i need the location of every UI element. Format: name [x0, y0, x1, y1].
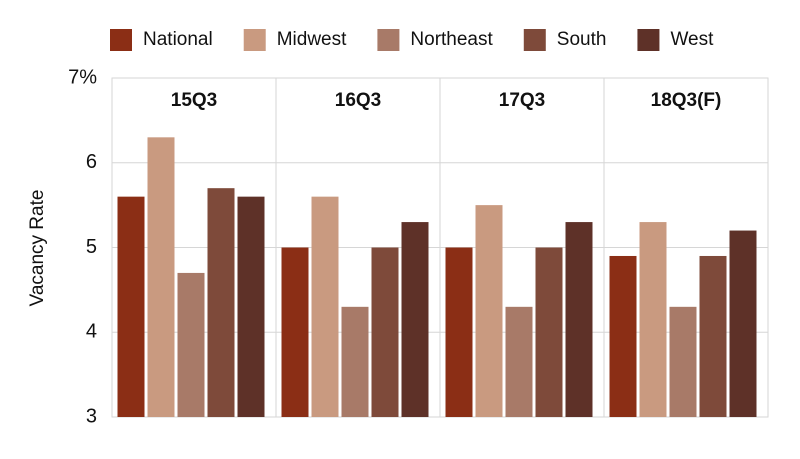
y-tick-label: 3: [86, 405, 97, 427]
bar: [371, 247, 399, 417]
bar: [445, 247, 473, 417]
bar: [639, 222, 667, 417]
bar: [281, 247, 309, 417]
bar: [505, 306, 533, 417]
legend-label: West: [670, 29, 714, 50]
y-tick-label: 4: [86, 321, 97, 343]
legend-swatch: [243, 29, 266, 51]
bar: [341, 306, 369, 417]
legend-swatch: [637, 29, 660, 51]
legend-label: Midwest: [277, 29, 347, 50]
bar: [475, 205, 503, 417]
y-tick-label: 5: [86, 236, 97, 258]
category-label: 17Q3: [499, 90, 545, 111]
bar: [147, 137, 175, 417]
bar: [729, 230, 757, 417]
bar: [401, 222, 429, 417]
y-axis-label: Vacancy Rate: [27, 190, 48, 307]
bar: [565, 222, 593, 417]
bar: [535, 247, 563, 417]
bar: [609, 255, 637, 417]
bar: [669, 306, 697, 417]
bar: [237, 196, 265, 417]
legend-swatch: [110, 29, 132, 51]
y-tick-label: 6: [86, 151, 97, 173]
legend-label: South: [557, 29, 607, 50]
bar: [207, 188, 235, 417]
category-label: 18Q3(F): [651, 90, 722, 111]
bar: [117, 196, 145, 417]
bar: [311, 196, 339, 417]
category-label: 15Q3: [171, 90, 217, 111]
y-tick-label: 7%: [68, 66, 97, 88]
legend-label: Northeast: [410, 29, 493, 50]
legend-swatch: [523, 29, 546, 51]
bar: [699, 255, 727, 417]
bar: [177, 272, 205, 417]
legend-swatch: [377, 29, 400, 51]
legend-label: National: [143, 29, 213, 50]
category-label: 16Q3: [335, 90, 381, 111]
